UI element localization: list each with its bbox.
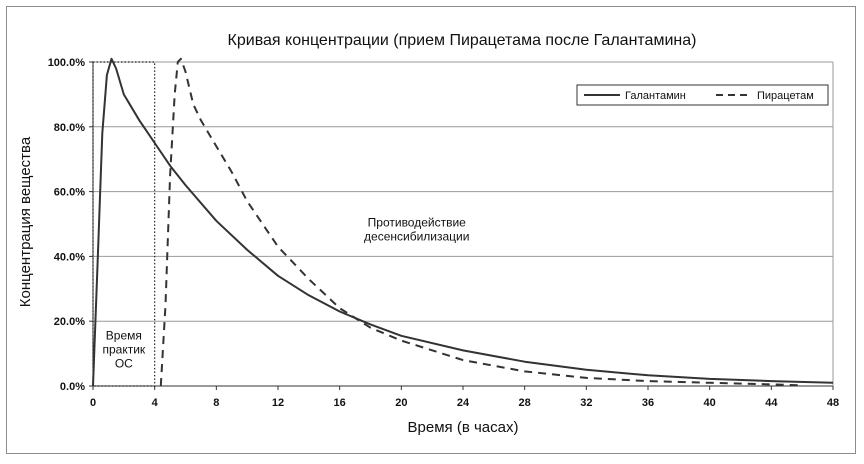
annotation-line: Время — [106, 329, 142, 343]
x-tick-label: 28 — [519, 397, 531, 409]
y-tick-label: 80.0% — [54, 122, 85, 134]
x-tick-label: 44 — [765, 397, 778, 409]
legend-box — [576, 84, 829, 106]
x-tick-label: 48 — [827, 397, 839, 409]
annotation-practice-time: Время практик ОС — [102, 329, 145, 371]
y-tick-label: 20.0% — [54, 316, 85, 328]
y-tick-label: 40.0% — [54, 251, 85, 263]
y-axis-title: Концентрация вещества — [17, 136, 34, 307]
x-tick-label: 36 — [642, 397, 654, 409]
x-tick-label: 12 — [272, 397, 284, 409]
x-axis-title: Время (в часах) — [408, 419, 519, 436]
y-tick-label: 0.0% — [60, 381, 85, 393]
annotation-desensitization: Противодействие десенсибилизации — [364, 216, 469, 244]
annotation-line: десенсибилизации — [364, 230, 469, 244]
x-tick-label: 0 — [90, 397, 96, 409]
x-tick-label: 24 — [457, 397, 470, 409]
annotation-line: практик — [102, 343, 145, 357]
chart-title: Кривая концентрации (прием Пирацетама по… — [228, 32, 697, 49]
x-tick-label: 8 — [213, 397, 219, 409]
legend: Галантамин Пирацетам — [576, 84, 829, 106]
x-tick-label: 16 — [334, 397, 346, 409]
y-tick-label: 60.0% — [54, 187, 85, 199]
legend-label-galantamin: Галантамин — [625, 90, 686, 102]
x-tick-label: 20 — [395, 397, 407, 409]
x-tick-label: 4 — [152, 397, 159, 409]
annotation-line: Противодействие — [368, 216, 467, 230]
x-tick-label: 40 — [704, 397, 716, 409]
annotation-line: ОС — [115, 357, 133, 371]
series-line-galantamin — [92, 57, 834, 387]
practice-time-region — [92, 61, 156, 387]
series-line-piracetam — [159, 57, 803, 387]
x-tick-label: 32 — [580, 397, 592, 409]
y-tick-label: 100.0% — [48, 57, 86, 69]
legend-label-piracetam: Пирацетам — [757, 90, 814, 102]
